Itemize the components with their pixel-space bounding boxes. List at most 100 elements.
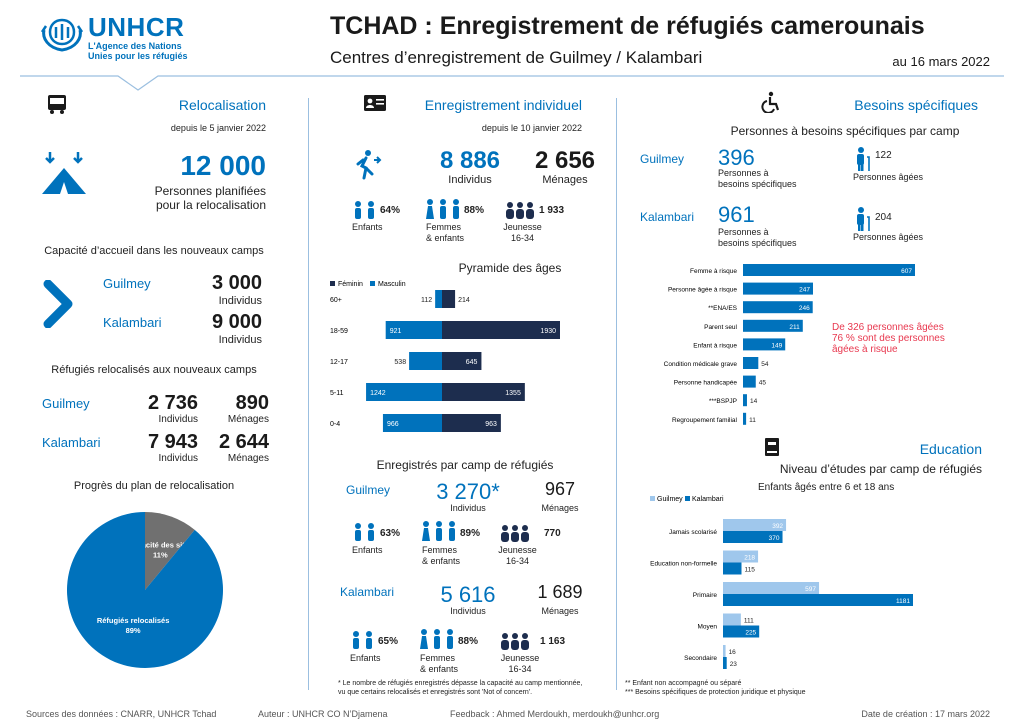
relocalisation-title: Relocalisation [178,97,266,113]
footnote-left-1: * Le nombre de réfugiés enregistrés dépa… [338,680,583,687]
needs-bar-8 [743,412,747,425]
stat-women-label: Femmes [426,222,462,232]
elderly-icon-guilmey [857,147,870,171]
needs-value-8: 11 [749,417,756,424]
relocated-title: Réfugiés relocalisés aux nouveaux camps [51,364,257,376]
pyramid-bar-feminin-1 [442,321,560,339]
book-icon [765,438,779,456]
stat-youth-value: 1 933 [539,205,565,216]
logo-line1: L'Agence des Nations [88,41,182,51]
camp-kalambari-name: Kalambari [340,585,395,599]
logo-name: UNHCR [88,12,185,42]
besoins-aged-label-kalambari: Personnes âgées [853,232,924,242]
planned-value: 12 000 [180,150,266,181]
camp-kalambari-men: 1 689 [537,582,583,602]
pyramid-label-masculin-2: 538 [394,359,406,366]
person-arrow-icon [356,150,382,180]
education-bar-guilmey-3 [723,613,741,626]
stat-youth-label: Jeunesse [503,222,542,232]
camp-guilmey-women-icon [422,521,455,541]
footer-created: Date de création : 17 mars 2022 [861,709,990,719]
relocalisation-since: depuis le 5 janvier 2022 [170,123,266,133]
education-category-0: Jamais scolarisé [669,529,717,536]
relocated-men-label-kalambari: Ménages [227,453,269,464]
relocated-men-label-guilmey: Ménages [227,414,269,425]
bus-icon [48,95,66,114]
education-bar-guilmey-0 [723,519,787,531]
besoins-camp-kalambari: Kalambari [640,210,695,224]
pyramid-bar-masculin-2 [409,352,442,370]
camp-kalambari-youth-icon [501,633,529,650]
education-bar-kalambari-3 [723,625,760,638]
legend-label-guilmey: Guilmey [657,496,683,503]
children-icon [355,201,374,219]
stat-children-value: 64% [380,205,401,216]
pyramid-category-1: 18-59 [330,328,348,335]
capacity-value-guilmey: 3 000 [211,272,262,294]
needs-bar-2 [743,301,813,314]
pyramid-title: Pyramide des âges [458,261,562,275]
camp-guilmey-men: 967 [544,479,576,499]
footnote-right-1: ** Enfant non accompagné ou séparé [625,680,742,687]
camp-kalambari-stat-youth: 1 163 [540,636,566,647]
besoins-label1-kalambari: Personnes à [718,227,769,237]
besoins-label1-guilmey: Personnes à [718,168,769,178]
capacity-camp-guilmey: Guilmey [103,276,151,291]
pyramid-label-feminin-1: 1930 [540,328,556,335]
id-card-icon [364,95,386,111]
relocated-ind-label-guilmey: Individus [158,414,198,425]
camp-guilmey-men-label: Ménages [541,503,579,513]
camp-guilmey-stat-youth-label: Jeunesse [498,545,537,555]
pyramid-category-4: 0-4 [330,421,340,428]
relocated-camp-guilmey: Guilmey [42,396,90,411]
needs-bar-3 [743,319,803,332]
pyramid-category-0: 60+ [330,297,342,304]
stat-women-value: 88% [464,205,485,216]
needs-category-2: **ENA/ES [708,305,738,312]
besoins-subtitle: Personnes à besoins spécifiques par camp [730,124,960,138]
camp-guilmey-children-icon [355,523,374,541]
needs-bar-1 [743,282,813,295]
education-bar-guilmey-2 [723,582,820,594]
education-bar-kalambari-0 [723,531,783,543]
camp-kalambari-stat-children: 65% [378,636,399,647]
unhcr-emblem-icon [40,18,84,52]
education-value-guilmey-3: 111 [744,618,754,625]
pyramid-bar-masculin-1 [385,321,442,339]
camp-kalambari-stat-youth-label2: 16-34 [508,664,532,674]
planned-label-1: Personnes planifiées [154,184,266,198]
camp-guilmey-stat-children-label: Enfants [352,545,383,555]
relocated-camp-kalambari: Kalambari [42,435,101,450]
needs-category-7: ***BSPJP [709,398,737,405]
camp-kalambari-men-label: Ménages [541,606,579,616]
elderly-icon-kalambari [857,207,870,231]
planned-label-2: pour la relocalisation [155,198,266,212]
legend-swatch-kalambari [685,496,690,501]
camp-kalambari-ind-label: Individus [450,606,486,616]
education-value-guilmey-2: 597 [805,586,816,593]
pie-slice-1 [67,512,223,668]
individuals-value: 8 886 [439,147,501,174]
camp-kalambari-women-icon [420,629,453,649]
pyramid-label-feminin-0: 214 [458,297,470,304]
chevron-right-icon [43,280,73,328]
needs-bar-4 [743,338,786,351]
stat-children-label: Enfants [352,222,383,232]
needs-category-0: Femme à risque [690,268,737,275]
education-value-guilmey-0: 392 [772,523,783,530]
capacity-unit-guilmey: Individus [218,295,262,307]
education-category-2: Primaire [693,592,718,599]
relocated-men-kalambari: 2 644 [218,431,269,453]
education-category-1: Education non-formelle [650,561,717,568]
camp-kalambari-stat-youth-label: Jeunesse [500,653,540,663]
footnote-right-2: *** Besoins spécifiques de protection ju… [625,689,806,696]
relocated-ind-kalambari: 7 943 [147,431,198,453]
education-bar-guilmey-1 [723,550,759,563]
legend-swatch-masculin [370,281,375,286]
page-subtitle: Centres d’enregistrement de Guilmey / Ka… [330,48,703,67]
capacity-value-kalambari: 9 000 [211,311,262,333]
households-value: 2 656 [534,147,596,174]
besoins-aged-guilmey: 122 [875,150,892,161]
besoins-aged-label-guilmey: Personnes âgées [853,172,924,182]
